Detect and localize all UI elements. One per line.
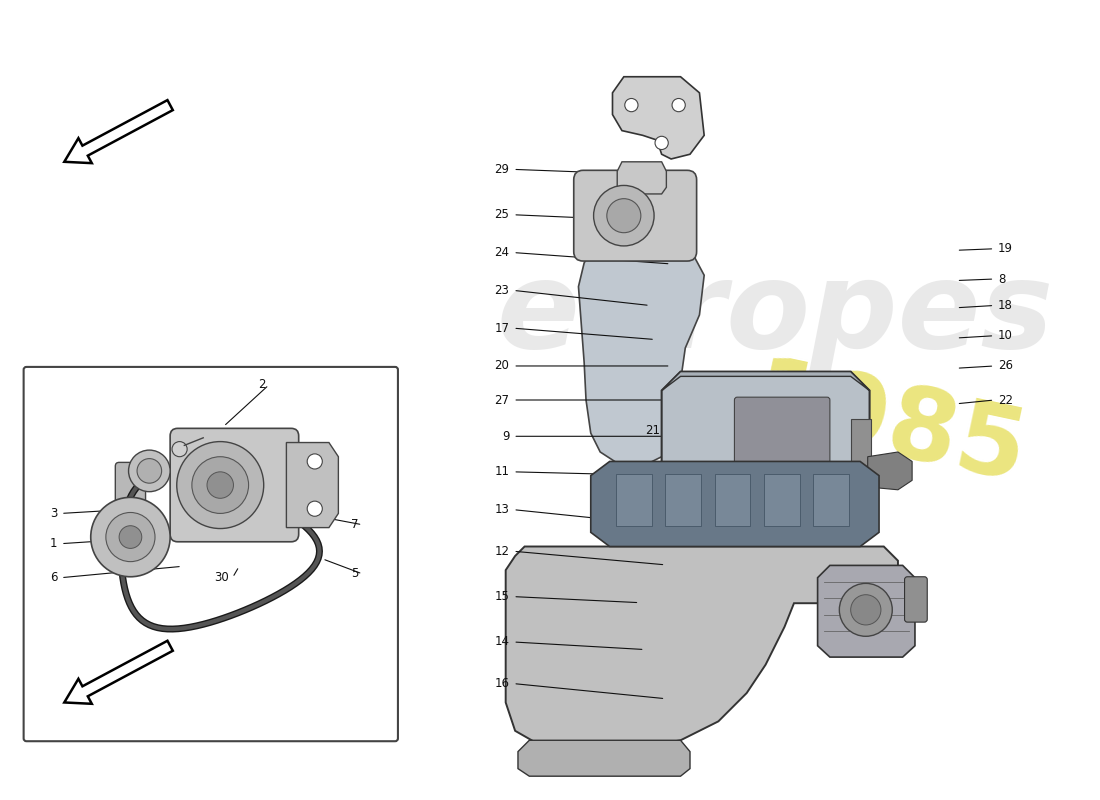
Text: 16: 16 xyxy=(495,677,509,690)
Circle shape xyxy=(625,98,638,112)
Text: 27: 27 xyxy=(495,394,509,406)
Circle shape xyxy=(672,98,685,112)
Text: a passion for parts: a passion for parts xyxy=(651,540,899,600)
Circle shape xyxy=(119,526,142,548)
Circle shape xyxy=(90,498,170,577)
Text: 20: 20 xyxy=(495,359,509,373)
Circle shape xyxy=(177,442,264,529)
Text: europes: europes xyxy=(496,257,1054,374)
Text: 8: 8 xyxy=(998,273,1005,286)
Polygon shape xyxy=(64,100,173,163)
Circle shape xyxy=(207,472,233,498)
Circle shape xyxy=(129,450,170,492)
Text: 6: 6 xyxy=(50,571,57,584)
Circle shape xyxy=(654,136,669,150)
Text: 4: 4 xyxy=(263,477,271,490)
Polygon shape xyxy=(64,641,173,704)
Text: 26: 26 xyxy=(998,359,1013,373)
FancyBboxPatch shape xyxy=(904,577,927,622)
Text: 11: 11 xyxy=(495,466,509,478)
Circle shape xyxy=(138,458,162,483)
Text: 29: 29 xyxy=(495,163,509,176)
Bar xyxy=(763,474,800,526)
Text: 14: 14 xyxy=(495,635,509,649)
Polygon shape xyxy=(868,452,912,490)
Text: 13: 13 xyxy=(495,503,509,516)
Text: 18: 18 xyxy=(998,299,1013,312)
Text: 3: 3 xyxy=(50,507,57,520)
FancyBboxPatch shape xyxy=(735,397,829,507)
Text: 19: 19 xyxy=(998,242,1013,255)
Text: 2: 2 xyxy=(257,378,265,391)
Bar xyxy=(666,474,702,526)
Text: 15: 15 xyxy=(495,590,509,603)
Polygon shape xyxy=(591,462,879,546)
Bar xyxy=(850,419,871,471)
Text: 22: 22 xyxy=(998,394,1013,406)
Text: 28: 28 xyxy=(713,424,728,437)
Text: 1985: 1985 xyxy=(742,352,1035,505)
Circle shape xyxy=(307,501,322,516)
Circle shape xyxy=(850,594,881,625)
Polygon shape xyxy=(518,740,690,776)
Circle shape xyxy=(191,457,249,514)
Circle shape xyxy=(594,186,654,246)
Text: 9: 9 xyxy=(502,430,509,442)
FancyBboxPatch shape xyxy=(170,428,299,542)
Text: 10: 10 xyxy=(998,330,1013,342)
Bar xyxy=(813,474,849,526)
FancyBboxPatch shape xyxy=(116,462,145,526)
Text: 25: 25 xyxy=(495,208,509,222)
Polygon shape xyxy=(817,566,915,657)
Polygon shape xyxy=(579,238,704,466)
FancyBboxPatch shape xyxy=(574,170,696,261)
Circle shape xyxy=(307,454,322,469)
Text: 17: 17 xyxy=(495,322,509,334)
Text: 7: 7 xyxy=(351,518,359,531)
Polygon shape xyxy=(617,162,667,194)
FancyBboxPatch shape xyxy=(23,367,398,742)
Polygon shape xyxy=(613,77,704,159)
Text: 1: 1 xyxy=(50,537,57,550)
Bar xyxy=(715,474,750,526)
Text: 12: 12 xyxy=(495,545,509,558)
Polygon shape xyxy=(661,372,870,542)
Circle shape xyxy=(172,442,187,457)
Circle shape xyxy=(839,583,892,636)
Text: 30: 30 xyxy=(214,571,229,584)
Text: 23: 23 xyxy=(495,284,509,297)
Polygon shape xyxy=(286,442,339,528)
Circle shape xyxy=(607,198,641,233)
Text: 24: 24 xyxy=(495,246,509,259)
Polygon shape xyxy=(506,546,898,750)
Polygon shape xyxy=(661,372,870,390)
Text: 21: 21 xyxy=(646,424,660,437)
Circle shape xyxy=(106,513,155,562)
Bar xyxy=(616,474,652,526)
Text: 5: 5 xyxy=(351,567,359,581)
